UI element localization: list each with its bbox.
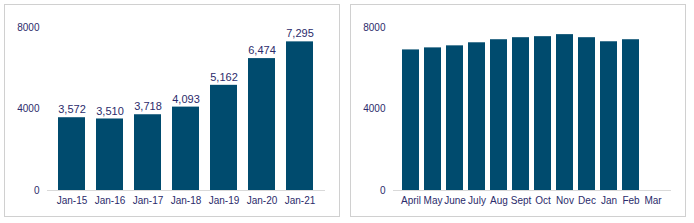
svg-text:4000: 4000 xyxy=(17,103,40,114)
svg-text:Nov: Nov xyxy=(556,195,574,206)
svg-text:Jan: Jan xyxy=(601,195,617,206)
svg-text:Oct: Oct xyxy=(535,195,551,206)
svg-text:8000: 8000 xyxy=(17,22,40,33)
svg-text:July: July xyxy=(468,195,486,206)
svg-text:3,510: 3,510 xyxy=(96,105,124,117)
svg-text:3,718: 3,718 xyxy=(134,100,162,112)
svg-text:Feb: Feb xyxy=(622,195,640,206)
svg-text:May: May xyxy=(424,195,443,206)
svg-text:Jan-16: Jan-16 xyxy=(95,195,126,206)
svg-text:6,474: 6,474 xyxy=(248,44,276,56)
svg-text:Jan-15: Jan-15 xyxy=(57,195,88,206)
svg-text:Mar: Mar xyxy=(644,195,662,206)
svg-text:Sept: Sept xyxy=(511,195,532,206)
svg-text:3,572: 3,572 xyxy=(58,103,86,115)
svg-text:Jan-17: Jan-17 xyxy=(133,195,164,206)
svg-text:Jan-21: Jan-21 xyxy=(285,195,316,206)
svg-text:0: 0 xyxy=(34,185,40,196)
svg-text:4,093: 4,093 xyxy=(172,93,200,105)
svg-text:Dec: Dec xyxy=(578,195,596,206)
svg-text:8000: 8000 xyxy=(363,22,386,33)
svg-text:Aug: Aug xyxy=(490,195,508,206)
svg-text:7,295: 7,295 xyxy=(286,27,314,39)
svg-text:April: April xyxy=(401,195,421,206)
svg-text:0: 0 xyxy=(380,185,386,196)
svg-text:June: June xyxy=(444,195,466,206)
svg-text:Jan-18: Jan-18 xyxy=(171,195,202,206)
svg-text:4000: 4000 xyxy=(363,103,386,114)
svg-text:Jan-19: Jan-19 xyxy=(209,195,240,206)
svg-text:5,162: 5,162 xyxy=(210,71,238,83)
svg-text:Jan-20: Jan-20 xyxy=(247,195,278,206)
